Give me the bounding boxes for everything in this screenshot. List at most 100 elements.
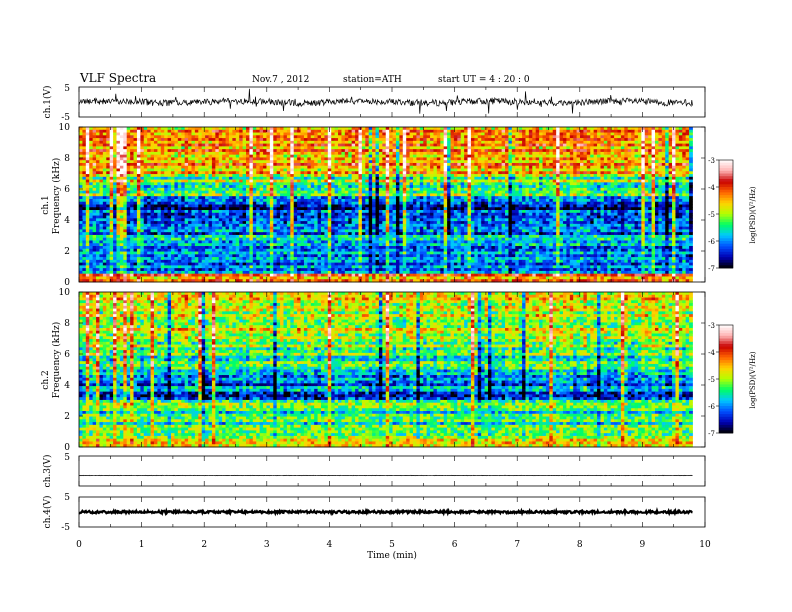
spectrogram-cell (352, 174, 356, 177)
spectrogram-cell (99, 169, 103, 172)
spectrogram-cell (249, 160, 253, 163)
spectrogram-cell (396, 133, 400, 136)
spectrogram-cell (79, 182, 83, 185)
spectrogram-cell (93, 199, 97, 202)
spectrogram-cell (249, 177, 253, 180)
spectrogram-cell (570, 188, 574, 191)
spectrogram-cell (294, 171, 298, 174)
spectrogram-cell (580, 149, 584, 152)
spectrogram-cell (249, 193, 253, 196)
spectrogram-cell (113, 191, 117, 194)
spectrogram-cell (191, 188, 195, 191)
spectrogram-cell (532, 182, 536, 185)
spectrogram-cell (508, 171, 512, 174)
spectrogram-cell (362, 174, 366, 177)
spectrogram-cell (474, 141, 478, 144)
spectrogram-cell (188, 199, 192, 202)
spectrogram-cell (140, 160, 144, 163)
spectrogram-cell (341, 144, 345, 147)
spectrogram-cell (406, 177, 410, 180)
spectrogram-cell (433, 160, 437, 163)
spectrogram-cell (648, 182, 652, 185)
spectrogram-cell (662, 199, 666, 202)
spectrogram-cell (658, 127, 662, 130)
spectrogram-cell (515, 185, 519, 188)
spectrogram-cell (672, 155, 676, 158)
spectrogram-cell (427, 127, 431, 130)
spectrogram-cell (485, 141, 489, 144)
spectrogram-cell (648, 135, 652, 138)
spectrogram-cell (137, 199, 141, 202)
spectrogram-cell (587, 177, 591, 180)
spectrogram-cell (365, 188, 369, 191)
spectrogram-cell (686, 177, 690, 180)
spectrogram-cell (532, 180, 536, 183)
spectrogram-cell (655, 185, 659, 188)
spectrogram-cell (512, 149, 516, 152)
spectrogram-cell (198, 202, 202, 205)
spectrogram-cell (641, 160, 645, 163)
spectrogram-cell (553, 166, 557, 169)
spectrogram-cell (430, 199, 434, 202)
spectrogram-cell (444, 180, 448, 183)
spectrogram-cell (99, 127, 103, 130)
spectrogram-cell (679, 177, 683, 180)
spectrogram-cell (294, 141, 298, 144)
spectrogram-cell (140, 141, 144, 144)
spectrogram-cell (416, 149, 420, 152)
spectrogram-cell (154, 182, 158, 185)
spectrogram-cell (614, 174, 618, 177)
spectrogram-cell (628, 191, 632, 194)
spectrogram-cell (590, 146, 594, 149)
spectrogram-cell (403, 157, 407, 160)
spectrogram-cell (628, 193, 632, 196)
spectrogram-cell (212, 166, 216, 169)
spectrogram-cell (168, 199, 172, 202)
spectrogram-cell (82, 127, 86, 130)
spectrogram-cell (512, 199, 516, 202)
spectrogram-cell (399, 163, 403, 166)
spectrogram-cell (113, 146, 117, 149)
spectrogram-cell (96, 146, 100, 149)
spectrogram-cell (607, 177, 611, 180)
spectrogram-cell (113, 171, 117, 174)
spectrogram-cell (144, 177, 148, 180)
spectrogram-cell (202, 199, 206, 202)
spectrogram-cell (600, 174, 604, 177)
spectrogram-cell (161, 133, 165, 136)
spectrogram-cell (679, 188, 683, 191)
spectrogram-cell (474, 135, 478, 138)
spectrogram-cell (464, 127, 468, 130)
spectrogram-cell (338, 185, 342, 188)
spectrogram-cell (563, 144, 567, 147)
spectrogram-cell (587, 188, 591, 191)
spectrogram-cell (82, 155, 86, 158)
spectrogram-cell (147, 146, 151, 149)
spectrogram-cell (263, 135, 267, 138)
spectrogram-cell (266, 199, 270, 202)
spectrogram-cell (682, 127, 686, 130)
spectrogram-cell (522, 193, 526, 196)
spectrogram-cell (270, 155, 274, 158)
spectrogram-cell (447, 180, 451, 183)
spectrogram-cell (191, 152, 195, 155)
spectrogram-cell (399, 155, 403, 158)
spectrogram-cell (123, 144, 127, 147)
spectrogram-cell (348, 185, 352, 188)
spectrogram-cell (212, 188, 216, 191)
spectrogram-cell (594, 199, 598, 202)
spectrogram-cell (617, 166, 621, 169)
spectrogram-cell (304, 144, 308, 147)
spectrogram-cell (549, 177, 553, 180)
spectrogram-cell (134, 141, 138, 144)
spectrogram-cell (440, 169, 444, 172)
spectrogram-cell (120, 152, 124, 155)
spectrogram-cell (120, 171, 124, 174)
spectrogram-cell (144, 199, 148, 202)
spectrogram-cell (505, 149, 509, 152)
spectrogram-cell (481, 149, 485, 152)
spectrogram-cell (447, 130, 451, 133)
spectrogram-cell (638, 133, 642, 136)
spectrogram-cell (679, 138, 683, 141)
spectrogram-cell (178, 196, 182, 199)
